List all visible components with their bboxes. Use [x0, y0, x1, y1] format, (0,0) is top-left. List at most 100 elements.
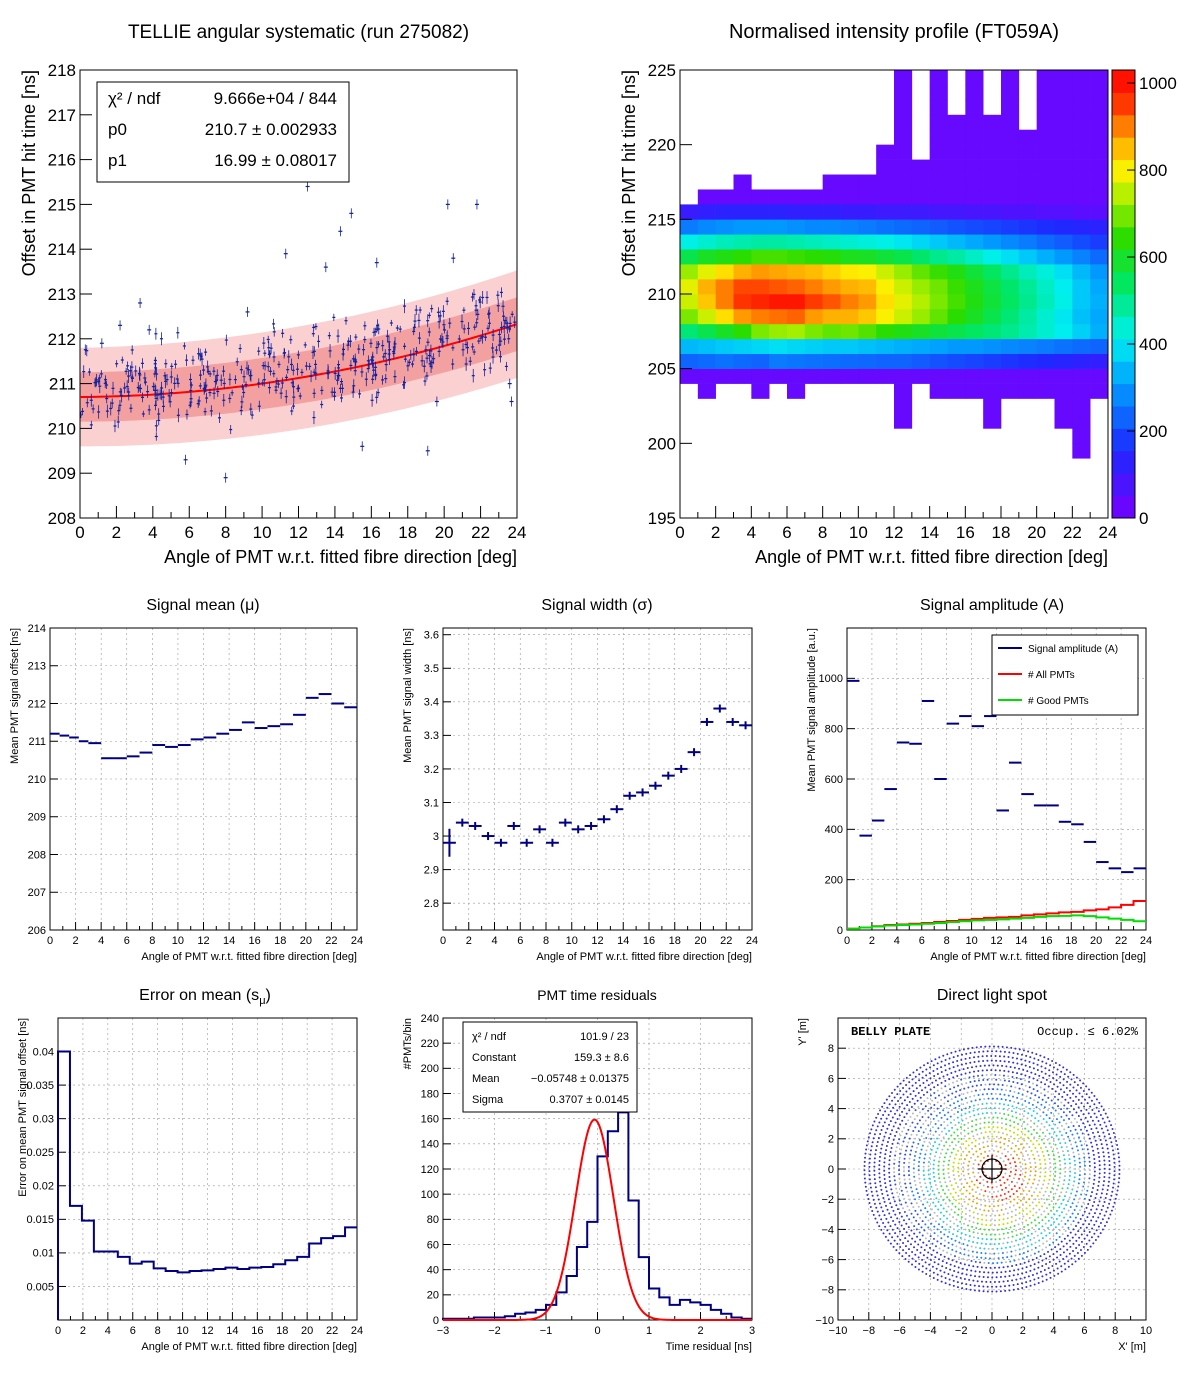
spot-point — [930, 1106, 933, 1109]
heatmap-cell — [929, 174, 948, 190]
spot-point — [1037, 1119, 1040, 1122]
spot-point — [1067, 1126, 1070, 1129]
spot-point — [908, 1161, 911, 1164]
spot-point — [940, 1087, 943, 1090]
spot-point — [903, 1197, 906, 1200]
spot-point — [972, 1200, 975, 1203]
spot-point — [1057, 1151, 1060, 1154]
spot-point — [997, 1190, 1000, 1193]
spot-point — [950, 1134, 953, 1137]
spot-point — [1117, 1181, 1120, 1184]
spot-point — [939, 1269, 942, 1272]
heatmap-cell — [715, 249, 734, 265]
spot-point — [1097, 1110, 1100, 1113]
spot-point — [1080, 1254, 1083, 1257]
spot-point — [1045, 1078, 1048, 1081]
spot-point — [878, 1176, 881, 1179]
spot-point — [869, 1206, 872, 1209]
spot-point — [995, 1276, 998, 1279]
spot-point — [912, 1071, 915, 1074]
spot-point — [1025, 1105, 1028, 1108]
y-tick-label: 225 — [648, 61, 676, 80]
x-tick-label: 16 — [956, 523, 975, 542]
y-tick-label: 40 — [427, 1265, 439, 1277]
heatmap-cell — [983, 279, 1002, 295]
spot-point — [969, 1283, 972, 1286]
spot-point — [1025, 1207, 1028, 1210]
spot-point — [1067, 1075, 1070, 1078]
spot-point — [905, 1090, 908, 1093]
spot-point — [998, 1069, 1001, 1072]
spot-point — [876, 1194, 879, 1197]
spot-point — [927, 1102, 930, 1105]
spot-point — [924, 1223, 927, 1226]
colorbar-cell — [1112, 137, 1135, 161]
heatmap-cell — [1054, 294, 1073, 310]
spot-point — [1008, 1206, 1011, 1209]
heatmap-cell — [1072, 129, 1091, 145]
spot-point — [1043, 1106, 1046, 1109]
spot-point — [888, 1167, 891, 1170]
spot-point — [1039, 1086, 1042, 1089]
spot-point — [998, 1074, 1001, 1077]
heatmap-cell — [787, 249, 806, 265]
spot-point — [1064, 1098, 1067, 1101]
spot-point — [1018, 1217, 1021, 1220]
spot-point — [923, 1157, 926, 1160]
heatmap-cell — [1090, 353, 1109, 369]
spot-point — [922, 1193, 925, 1196]
spot-point — [1045, 1121, 1048, 1124]
heatmap-cell — [1018, 308, 1037, 325]
spot-point — [1047, 1250, 1050, 1253]
spot-point — [873, 1178, 876, 1181]
spot-point — [976, 1256, 979, 1259]
spot-point — [921, 1220, 924, 1223]
spot-point — [1019, 1173, 1022, 1176]
spot-point — [943, 1127, 946, 1130]
spot-point — [967, 1121, 970, 1124]
spot-point — [1015, 1116, 1018, 1119]
heatmap-cell — [894, 368, 913, 384]
spot-point — [1091, 1145, 1094, 1148]
heatmap-cell — [787, 294, 806, 310]
spot-point — [1077, 1212, 1080, 1215]
spot-point — [889, 1202, 892, 1205]
spot-point — [1009, 1162, 1012, 1165]
spot-point — [953, 1157, 956, 1160]
heatmap-cell — [983, 413, 1002, 429]
spot-point — [1016, 1273, 1019, 1276]
x-axis-label: Angle of PMT w.r.t. fitted fibre directi… — [536, 951, 752, 963]
heatmap-cell — [715, 308, 734, 325]
spot-point — [965, 1117, 968, 1120]
spot-point — [1110, 1194, 1113, 1197]
spot-point — [901, 1119, 904, 1122]
spot-point — [977, 1237, 980, 1240]
spot-point — [964, 1072, 967, 1075]
x-axis-label: Angle of PMT w.r.t. fitted fibre directi… — [755, 547, 1108, 567]
spot-point — [1001, 1203, 1004, 1206]
spot-point — [880, 1228, 883, 1231]
spot-point — [901, 1233, 904, 1236]
spot-point — [955, 1245, 958, 1248]
spot-point — [922, 1131, 925, 1134]
heatmap-cell — [947, 323, 966, 340]
heatmap-cell — [1018, 279, 1037, 295]
spot-point — [981, 1069, 984, 1072]
spot-point — [1033, 1057, 1036, 1060]
heatmap-cell — [894, 144, 913, 160]
spot-point — [1004, 1246, 1007, 1249]
spot-point — [1010, 1085, 1013, 1088]
spot-point — [1040, 1081, 1043, 1084]
spot-point — [880, 1206, 883, 1209]
spot-point — [978, 1137, 981, 1140]
heatmap-cell — [929, 99, 948, 116]
spot-point — [992, 1045, 995, 1048]
y-tick-label: 211 — [28, 736, 46, 748]
spot-point — [924, 1119, 927, 1122]
spot-point — [950, 1109, 953, 1112]
spot-point — [995, 1140, 998, 1143]
spot-point — [916, 1213, 919, 1216]
spot-point — [1062, 1078, 1065, 1081]
spot-point — [904, 1258, 907, 1261]
spot-point — [962, 1150, 965, 1153]
